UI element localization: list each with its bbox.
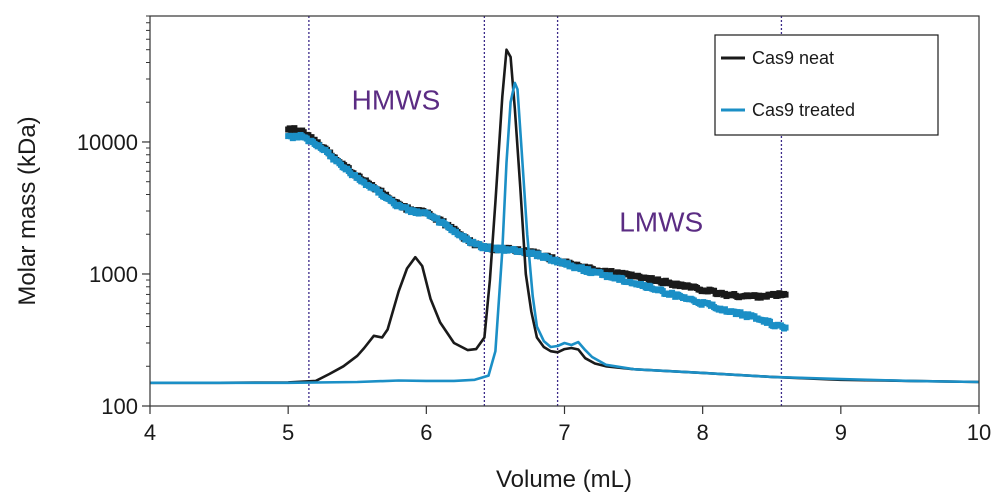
x-axis: 4 5 6 7 8 9 10	[144, 406, 991, 445]
legend-label-neat: Cas9 neat	[752, 48, 834, 68]
molar-mass-point	[619, 275, 626, 282]
x-tick-label: 6	[420, 420, 432, 445]
molar-mass-point	[737, 309, 744, 316]
y-axis: 100 1000 10000	[77, 15, 150, 419]
x-axis-title: Volume (mL)	[496, 466, 632, 493]
molar-mass-point	[300, 129, 307, 136]
region-label: LMWS	[619, 206, 703, 237]
molar-mass-point	[476, 241, 483, 248]
x-tick-label: 9	[835, 420, 847, 445]
chromatogram-traces	[150, 48, 980, 385]
molar-mass-point	[403, 204, 410, 211]
y-tick-label: 100	[101, 394, 138, 419]
legend-label-treated: Cas9 treated	[752, 100, 855, 120]
legend: Cas9 neat Cas9 treated	[714, 34, 939, 136]
y-axis-title: Molar mass (kDa)	[14, 116, 41, 305]
x-tick-label: 5	[282, 420, 294, 445]
region-annotations: HMWS LMWS	[352, 84, 704, 237]
molar-mass-point	[328, 153, 335, 160]
molar-mass-point	[578, 264, 585, 271]
x-tick-label: 4	[144, 420, 156, 445]
x-tick-label: 7	[558, 420, 570, 445]
molar-mass-points	[285, 125, 789, 332]
molar-mass-point	[325, 150, 332, 157]
y-tick-label: 10000	[77, 130, 138, 155]
trace-cas9-treated	[150, 81, 980, 385]
molar-mass-point	[376, 188, 383, 195]
molar-mass-point	[460, 233, 467, 240]
legend-box	[714, 34, 939, 136]
x-tick-label: 10	[967, 420, 991, 445]
region-label: HMWS	[352, 84, 441, 115]
molar-mass-point	[782, 291, 789, 298]
y-tick-label: 1000	[89, 262, 138, 287]
molar-mass-point	[767, 318, 774, 325]
x-tick-label: 8	[697, 420, 709, 445]
molar-mass-point	[585, 266, 592, 273]
molar-mass-point	[564, 260, 571, 267]
molar-mass-point	[782, 324, 789, 331]
trace-cas9-neat	[150, 48, 980, 385]
molar-mass-point	[434, 215, 441, 222]
